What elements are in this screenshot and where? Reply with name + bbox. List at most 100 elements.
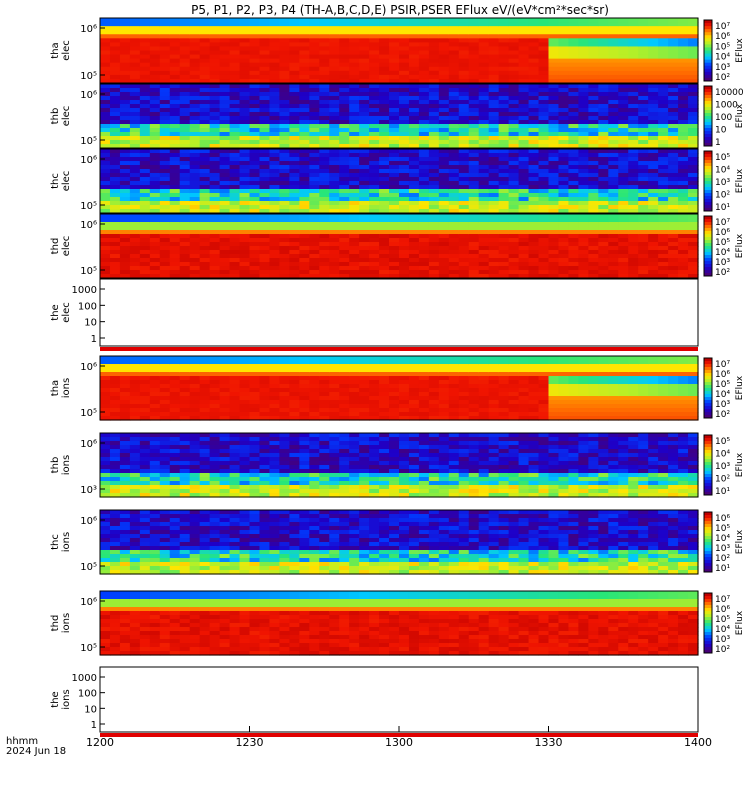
heatmap-cell xyxy=(209,140,221,145)
heatmap-cell xyxy=(658,74,669,80)
heatmap-cell xyxy=(528,242,540,247)
heatmap-cell xyxy=(100,157,111,162)
heatmap-cell xyxy=(389,104,400,109)
heatmap-cell xyxy=(149,416,161,421)
heatmap-cell xyxy=(598,120,609,125)
heatmap-cell xyxy=(399,258,410,263)
heatmap-cell xyxy=(548,104,560,109)
heatmap-cell xyxy=(159,104,171,109)
heatmap-cell xyxy=(129,104,141,109)
heatmap-cell xyxy=(578,165,589,170)
heatmap-cell xyxy=(458,201,470,206)
heatmap-cell xyxy=(369,30,380,35)
heatmap-cell xyxy=(169,416,181,421)
heatmap-cell xyxy=(279,250,290,255)
heatmap-cell xyxy=(578,193,589,198)
heatmap-cell xyxy=(219,266,231,271)
heatmap-cell xyxy=(369,165,380,170)
heatmap-cell xyxy=(100,197,111,202)
heatmap-cell xyxy=(189,266,201,271)
heatmap-cell xyxy=(249,181,261,186)
heatmap-cell xyxy=(618,100,629,105)
heatmap-cell xyxy=(448,78,460,84)
heatmap-cell xyxy=(239,388,251,393)
heatmap-cell xyxy=(488,38,500,43)
heatmap-cell xyxy=(149,404,161,409)
heatmap-cell xyxy=(369,209,380,214)
heatmap-cell xyxy=(538,230,550,235)
heatmap-cell xyxy=(339,364,350,369)
heatmap-cell xyxy=(189,153,201,158)
heatmap-cell xyxy=(189,218,201,223)
heatmap-cell xyxy=(329,38,340,43)
heatmap-cell xyxy=(169,100,181,105)
heatmap-cell xyxy=(488,30,500,35)
heatmap-cell xyxy=(678,242,689,247)
heatmap-cell xyxy=(458,58,470,64)
heatmap-cell xyxy=(508,92,520,97)
heatmap-cell xyxy=(438,266,450,271)
heatmap-cell xyxy=(319,34,330,39)
heatmap-cell xyxy=(488,112,500,117)
heatmap-cell xyxy=(598,30,609,35)
heatmap-cell xyxy=(199,96,211,101)
heatmap-cell xyxy=(329,26,340,31)
heatmap-cell xyxy=(648,238,659,243)
heatmap-cell xyxy=(189,116,201,121)
heatmap-cell xyxy=(100,38,111,43)
heatmap-cell xyxy=(149,181,161,186)
heatmap-cell xyxy=(688,18,699,23)
heatmap-cell xyxy=(229,181,241,186)
heatmap-cell xyxy=(508,246,520,251)
heatmap-cell xyxy=(568,177,579,182)
heatmap-cell xyxy=(199,400,211,405)
heatmap-cell xyxy=(528,234,540,239)
heatmap-cell xyxy=(279,404,290,409)
heatmap-cell xyxy=(299,274,310,279)
heatmap-cell xyxy=(199,38,211,43)
heatmap-cell xyxy=(199,153,211,158)
heatmap-cell xyxy=(508,78,520,84)
heatmap-cell xyxy=(568,132,579,137)
heatmap-cell xyxy=(189,157,201,162)
heatmap-cell xyxy=(139,177,151,182)
heatmap-cell xyxy=(349,128,360,133)
heatmap-cell xyxy=(149,54,161,60)
heatmap-cell xyxy=(329,360,340,365)
heatmap-cell xyxy=(558,144,570,149)
heatmap-cell xyxy=(169,238,181,243)
heatmap-cell xyxy=(399,372,410,377)
heatmap-cell xyxy=(169,34,181,39)
figure-title: P5, P1, P2, P3, P4 (TH-A,B,C,D,E) PSIR,P… xyxy=(191,3,609,17)
heatmap-cell xyxy=(628,205,639,210)
heatmap-cell xyxy=(578,384,589,389)
heatmap-cell xyxy=(269,100,280,105)
heatmap-cell xyxy=(658,205,669,210)
heatmap-cell xyxy=(618,62,629,68)
y-axis-label: thc xyxy=(50,173,61,189)
heatmap-cell xyxy=(638,46,649,52)
heatmap-cell xyxy=(339,388,350,393)
heatmap-cell xyxy=(608,238,619,243)
heatmap-cell xyxy=(478,246,490,251)
heatmap-cell xyxy=(628,50,639,56)
heatmap-cell xyxy=(229,140,241,145)
heatmap-cell xyxy=(638,205,649,210)
heatmap-cell xyxy=(678,18,689,23)
heatmap-cell xyxy=(229,169,241,174)
heatmap-cell xyxy=(478,189,490,194)
heatmap-cell xyxy=(448,124,460,129)
heatmap-cell xyxy=(299,74,310,80)
heatmap-cell xyxy=(518,30,530,35)
heatmap-cell xyxy=(100,274,111,279)
heatmap-cell xyxy=(518,234,530,239)
heatmap-cell xyxy=(558,360,570,365)
heatmap-cell xyxy=(468,140,480,145)
heatmap-cell xyxy=(638,400,649,405)
heatmap-cell xyxy=(618,416,629,421)
heatmap-cell xyxy=(339,368,350,373)
heatmap-cell xyxy=(249,42,261,48)
heatmap-cell xyxy=(658,396,669,401)
colorbar-label: EFlux xyxy=(735,38,745,63)
heatmap-cell xyxy=(468,116,480,121)
